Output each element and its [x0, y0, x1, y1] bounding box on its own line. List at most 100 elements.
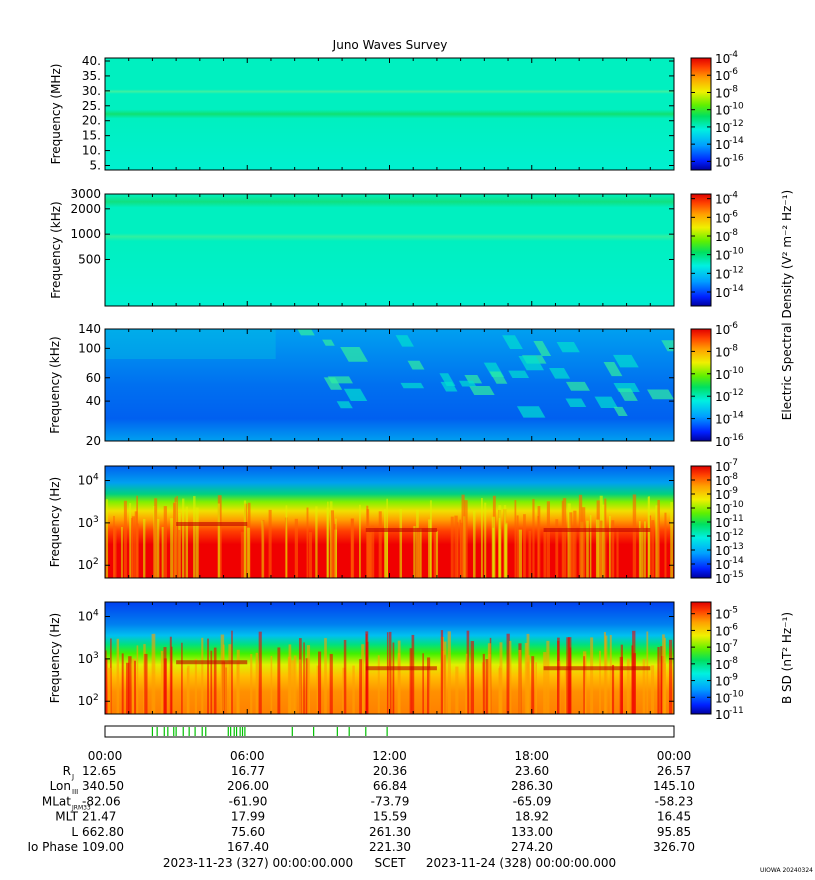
burst-stripe — [422, 653, 424, 714]
panel-2-spectrogram — [105, 194, 674, 306]
colorbar-tick-label: 10 — [715, 155, 730, 169]
burst-stripe — [455, 666, 459, 714]
burst-stripe — [589, 515, 592, 578]
burst-stripe — [567, 503, 571, 578]
ephemeris-value: 261.30 — [369, 825, 411, 839]
burst-stripe — [174, 497, 177, 578]
colorbar-tick-exponent: -6 — [729, 622, 738, 632]
colorbar-tick-label: 10 — [715, 488, 730, 502]
colorbar-5 — [690, 601, 712, 715]
ephemeris-value: 133.00 — [511, 825, 553, 839]
emission-patch — [809, 338, 815, 343]
time-tick-label: 00:00 — [657, 749, 692, 763]
burst-stripe — [377, 655, 380, 714]
burst-stripe — [121, 653, 124, 714]
burst-stripe — [531, 656, 535, 714]
y-tick-label: 2000 — [70, 202, 101, 216]
burst-stripe — [626, 658, 630, 714]
colorbar-tick-label: 10 — [715, 249, 730, 263]
colorbar-tick-exponent: -14 — [729, 411, 744, 421]
ephemeris-value: 17.99 — [231, 810, 265, 824]
burst-stripe — [586, 520, 589, 578]
burst-stripe — [298, 659, 302, 714]
burst-stripe — [151, 633, 154, 714]
time-tick-label: 00:00 — [88, 749, 123, 763]
colorbar-tick-exponent: -8 — [729, 343, 738, 353]
ephemeris-value: 20.36 — [373, 764, 407, 778]
colorbar-label: B SD (nT² Hz⁻¹) — [780, 612, 794, 704]
y-tick-exponent: 2 — [93, 557, 99, 567]
colorbar-tick-label: 10 — [715, 121, 730, 135]
footer: 2023-11-23 (327) 00:00:00.000 SCET 2023-… — [163, 856, 616, 870]
burst-stripe — [642, 658, 646, 714]
colorbar-tick-exponent: -16 — [729, 153, 744, 163]
burst-stripe — [573, 510, 577, 578]
emission-patch — [489, 371, 508, 384]
y-axis-label: Frequency (Hz) — [48, 613, 62, 704]
emission-patch — [754, 337, 782, 350]
emission-line — [543, 666, 651, 671]
burst-stripe — [186, 667, 189, 714]
burst-stripe — [524, 642, 528, 714]
burst-stripe — [604, 498, 607, 578]
emission-patch — [647, 389, 674, 400]
burst-stripe — [543, 652, 547, 714]
electric-spectral-density-label: Electric Spectral Density (V² m⁻² Hz⁻¹) — [780, 190, 794, 420]
burst-stripe — [177, 529, 181, 578]
burst-stripe — [392, 642, 395, 714]
burst-stripe — [228, 644, 232, 714]
y-tick-label: 20 — [86, 434, 101, 448]
colorbar-tick-exponent: -16 — [729, 433, 744, 443]
burst-stripe — [498, 517, 501, 578]
y-tick-label: 20. — [82, 114, 101, 128]
y-tick-label: 40. — [82, 54, 101, 68]
burst-stripe — [143, 518, 146, 578]
colorbar-tick-label: 10 — [715, 267, 730, 281]
burst-stripe — [428, 668, 431, 714]
burst-stripe — [569, 512, 573, 578]
burst-stripe — [518, 649, 522, 714]
y-tick-exponent: 3 — [93, 651, 99, 661]
burst-stripe — [523, 514, 526, 578]
ephemeris-value: 16.45 — [657, 810, 691, 824]
burst-stripe — [470, 641, 475, 714]
burst-stripe — [123, 500, 127, 578]
emission-patch — [508, 370, 530, 379]
burst-stripe — [250, 654, 253, 714]
burst-stripe — [182, 498, 185, 578]
burst-stripe — [361, 644, 365, 714]
burst-stripe — [561, 500, 564, 578]
colorbar-tick-label: 10 — [715, 572, 730, 586]
colorbar-tick-label: 10 — [715, 474, 730, 488]
colorbar-tick-exponent: -6 — [729, 209, 738, 219]
ephemeris-value: 221.30 — [369, 840, 411, 854]
panel-1-spectrogram — [105, 58, 674, 170]
colorbar-tick-exponent: -5 — [729, 606, 738, 616]
burst-stripe — [472, 510, 476, 578]
colorbar-tick-exponent: -12 — [729, 528, 744, 538]
ephemeris-value: -82.06 — [82, 794, 121, 808]
ephemeris-label: MLT — [55, 810, 78, 824]
burst-stripe — [555, 519, 559, 578]
watermark: UIOWA 20240324 — [760, 867, 813, 874]
footer-scet: SCET — [375, 856, 407, 870]
burst-stripe — [236, 649, 240, 714]
burst-stripe — [240, 531, 245, 578]
burst-stripe — [543, 531, 547, 578]
y-tick-label: 25. — [82, 99, 101, 113]
burst-stripe — [484, 502, 487, 578]
ephemeris-row: R J 12.65 16.77 20.36 23.60 26.57 — [63, 764, 692, 781]
y-tick-exponent: 4 — [93, 609, 99, 619]
burst-stripe — [651, 520, 655, 578]
y-axis-label: Frequency (MHz) — [49, 64, 63, 165]
burst-stripe — [246, 527, 250, 578]
y-tick-label: 100 — [78, 341, 101, 355]
colorbar-tick-exponent: -10 — [729, 247, 744, 257]
y-tick-label: 10 — [78, 558, 93, 572]
emission-patch — [343, 388, 368, 401]
burst-stripe — [583, 656, 585, 714]
emission-patch — [440, 381, 458, 392]
emission-patch — [297, 329, 315, 336]
burst-stripe — [608, 515, 611, 578]
ephemeris-value: -73.79 — [371, 794, 410, 808]
